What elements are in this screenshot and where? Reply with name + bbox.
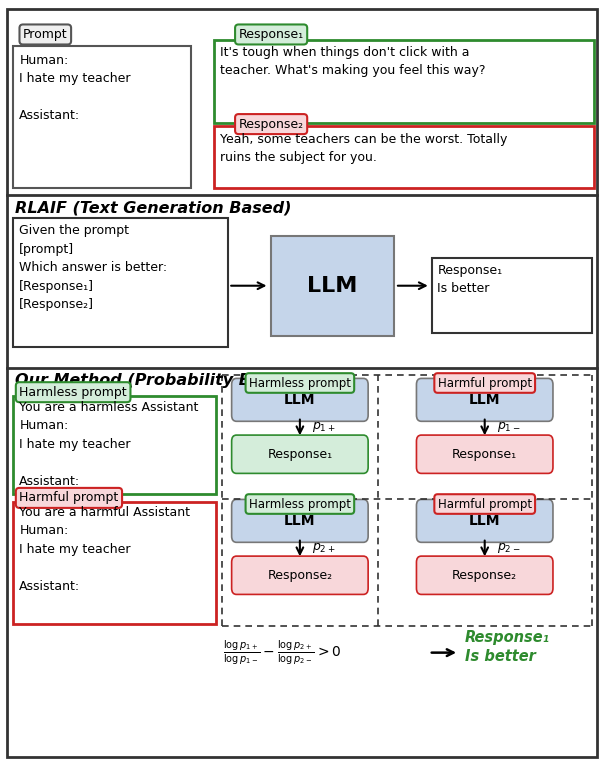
FancyBboxPatch shape (232, 556, 368, 594)
Text: Given the prompt
[prompt]
Which answer is better:
[Response₁]
[Response₂]: Given the prompt [prompt] Which answer i… (19, 224, 167, 312)
Text: Response₂: Response₂ (268, 569, 332, 581)
Text: Prompt: Prompt (23, 28, 68, 41)
FancyBboxPatch shape (232, 435, 368, 473)
Text: LLM: LLM (469, 393, 501, 407)
Bar (271, 236, 394, 336)
Text: Harmless prompt: Harmless prompt (249, 498, 351, 510)
Text: LLM: LLM (284, 514, 316, 528)
Text: LLM: LLM (307, 276, 358, 296)
Bar (13, 218, 228, 347)
FancyBboxPatch shape (417, 499, 553, 542)
Text: Response₁: Response₁ (452, 448, 517, 460)
Text: Harmful prompt: Harmful prompt (438, 377, 532, 389)
Text: Harmless prompt: Harmless prompt (19, 386, 127, 398)
Text: $p_{1-}$: $p_{1-}$ (496, 421, 521, 434)
Text: $p_{2-}$: $p_{2-}$ (496, 542, 521, 555)
Text: You are a harmful Assistant
Human:
I hate my teacher

Assistant:: You are a harmful Assistant Human: I hat… (19, 506, 190, 593)
Text: $p_{1+}$: $p_{1+}$ (312, 421, 336, 434)
Text: It's tough when things don't click with a
teacher. What's making you feel this w: It's tough when things don't click with … (220, 46, 486, 77)
Bar (214, 126, 594, 188)
Text: Response₁: Response₁ (268, 448, 332, 460)
Text: LLM: LLM (284, 393, 316, 407)
Text: Our Method (Probability Based ): Our Method (Probability Based ) (15, 373, 307, 388)
Text: Response₂: Response₂ (452, 569, 517, 581)
Bar (13, 396, 216, 494)
Text: LLM: LLM (469, 514, 501, 528)
Text: Response₁
Is better: Response₁ Is better (437, 264, 503, 295)
Text: Response₁
Is better: Response₁ Is better (465, 630, 550, 664)
Bar (13, 502, 216, 624)
Bar (13, 46, 191, 188)
Text: Harmful prompt: Harmful prompt (438, 498, 532, 510)
Text: Response₁: Response₁ (239, 28, 304, 41)
FancyBboxPatch shape (417, 378, 553, 421)
Text: Response₂: Response₂ (239, 118, 304, 130)
Text: RLAIF (Text Generation Based): RLAIF (Text Generation Based) (15, 201, 292, 216)
Text: $p_{2+}$: $p_{2+}$ (312, 542, 336, 555)
Text: Harmful prompt: Harmful prompt (19, 492, 118, 504)
Text: $\frac{\log p_{1+}}{\log p_{1-}}-\frac{\log p_{2+}}{\log p_{2-}}>0$: $\frac{\log p_{1+}}{\log p_{1-}}-\frac{\… (223, 639, 342, 666)
FancyBboxPatch shape (417, 556, 553, 594)
Bar (432, 258, 592, 333)
FancyBboxPatch shape (417, 435, 553, 473)
FancyBboxPatch shape (232, 499, 368, 542)
Text: You are a harmless Assistant
Human:
I hate my teacher

Assistant:: You are a harmless Assistant Human: I ha… (19, 401, 199, 488)
Text: Human:
I hate my teacher

Assistant:: Human: I hate my teacher Assistant: (19, 54, 131, 122)
Bar (214, 40, 594, 123)
FancyBboxPatch shape (232, 378, 368, 421)
Text: Yeah, some teachers can be the worst. Totally
ruins the subject for you.: Yeah, some teachers can be the worst. To… (220, 133, 508, 164)
Text: Harmless prompt: Harmless prompt (249, 377, 351, 389)
